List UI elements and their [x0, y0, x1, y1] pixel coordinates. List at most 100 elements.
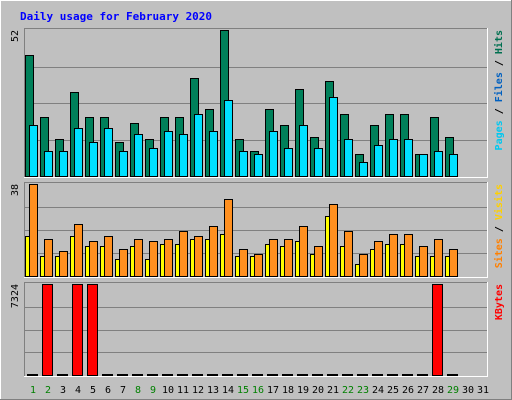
bar-sites-day-12 [194, 236, 203, 277]
bar-pages-day-1 [29, 125, 38, 177]
day-label-6: 6 [105, 385, 111, 396]
bar-kbytes-day-3 [57, 374, 68, 376]
bar-pages-day-23 [359, 162, 368, 177]
day-label-4: 4 [75, 385, 81, 396]
day-label-23: 23 [357, 385, 369, 396]
bar-pages-day-2 [44, 151, 53, 177]
panel-3: 7324 KBytes [10, 282, 505, 377]
bar-pages-day-17 [269, 131, 278, 177]
day-label-3: 3 [60, 385, 66, 396]
day-label-14: 14 [222, 385, 234, 396]
panel-legend: KBytes [494, 284, 505, 320]
bar-sites-day-6 [104, 236, 113, 277]
bar-pages-day-29 [449, 154, 458, 177]
bar-kbytes-day-10 [162, 374, 173, 376]
bar-kbytes-day-18 [282, 374, 293, 376]
legend-files: Files [493, 72, 505, 102]
bar-pages-day-12 [194, 114, 203, 177]
bar-kbytes-day-17 [267, 374, 278, 376]
bar-kbytes-day-6 [102, 374, 113, 376]
bar-pages-day-21 [329, 97, 338, 177]
bar-sites-day-20 [314, 246, 323, 277]
bar-sites-day-10 [164, 239, 173, 277]
plot-area [24, 282, 488, 377]
day-label-10: 10 [162, 385, 174, 396]
bar-kbytes-day-14 [222, 374, 233, 376]
bar-sites-day-25 [389, 234, 398, 277]
bar-sites-day-18 [284, 239, 293, 277]
day-label-13: 13 [207, 385, 219, 396]
bar-kbytes-day-1 [27, 374, 38, 376]
bar-kbytes-day-12 [192, 374, 203, 376]
bar-kbytes-day-15 [237, 374, 248, 376]
bar-sites-day-15 [239, 249, 248, 277]
bar-kbytes-day-20 [312, 374, 323, 376]
bar-sites-day-23 [359, 254, 368, 277]
bar-pages-day-27 [419, 154, 428, 177]
panel-1: 52 Pages / Files / Hits [10, 28, 505, 178]
bar-sites-day-2 [44, 239, 53, 277]
bar-pages-day-14 [224, 100, 233, 177]
bar-pages-day-28 [434, 151, 443, 177]
day-label-30: 30 [462, 385, 474, 396]
bar-sites-day-14 [224, 199, 233, 277]
day-label-25: 25 [387, 385, 399, 396]
bar-pages-day-5 [89, 142, 98, 177]
day-label-27: 27 [417, 385, 429, 396]
bar-sites-day-7 [119, 249, 128, 277]
day-label-8: 8 [135, 385, 141, 396]
max-value-label: 7324 [10, 284, 21, 308]
bar-pages-day-4 [74, 128, 83, 177]
day-label-2: 2 [45, 385, 51, 396]
bar-pages-day-18 [284, 148, 293, 177]
day-label-15: 15 [237, 385, 249, 396]
bar-pages-day-10 [164, 131, 173, 177]
bar-kbytes-day-7 [117, 374, 128, 376]
day-label-17: 17 [267, 385, 279, 396]
bar-sites-day-29 [449, 249, 458, 277]
bar-kbytes-day-21 [327, 374, 338, 376]
bar-kbytes-day-2 [42, 284, 53, 376]
bar-kbytes-day-9 [147, 374, 158, 376]
day-label-9: 9 [150, 385, 156, 396]
day-label-16: 16 [252, 385, 264, 396]
max-value-label: 52 [10, 30, 21, 42]
bar-pages-day-13 [209, 131, 218, 177]
bar-sites-day-16 [254, 254, 263, 277]
day-label-21: 21 [327, 385, 339, 396]
bar-sites-day-3 [59, 251, 68, 277]
legend-sites: Sites [493, 238, 505, 268]
day-label-19: 19 [297, 385, 309, 396]
bar-pages-day-19 [299, 125, 308, 177]
panel-legend: Pages / Files / Hits [493, 30, 505, 150]
bar-sites-day-4 [74, 224, 83, 277]
bar-kbytes-day-11 [177, 374, 188, 376]
bar-sites-day-26 [404, 234, 413, 277]
bar-kbytes-day-29 [447, 374, 458, 376]
bar-kbytes-day-26 [402, 374, 413, 376]
day-label-11: 11 [177, 385, 189, 396]
bar-pages-day-22 [344, 139, 353, 177]
bar-sites-day-21 [329, 204, 338, 277]
day-label-29: 29 [447, 385, 459, 396]
day-label-20: 20 [312, 385, 324, 396]
day-label-31: 31 [477, 385, 489, 396]
chart-title: Daily usage for February 2020 [20, 10, 212, 23]
bar-sites-day-13 [209, 226, 218, 277]
bar-sites-day-11 [179, 231, 188, 277]
bar-kbytes-day-25 [387, 374, 398, 376]
bar-pages-day-25 [389, 139, 398, 177]
bar-pages-day-7 [119, 151, 128, 177]
bar-sites-day-22 [344, 231, 353, 277]
legend-visits: Visits [493, 184, 505, 220]
bar-kbytes-day-8 [132, 374, 143, 376]
bar-pages-day-11 [179, 134, 188, 177]
bar-sites-day-27 [419, 246, 428, 277]
max-value-label: 38 [10, 184, 21, 196]
day-label-24: 24 [372, 385, 384, 396]
day-label-22: 22 [342, 385, 354, 396]
bar-pages-day-15 [239, 151, 248, 177]
bar-kbytes-day-27 [417, 374, 428, 376]
